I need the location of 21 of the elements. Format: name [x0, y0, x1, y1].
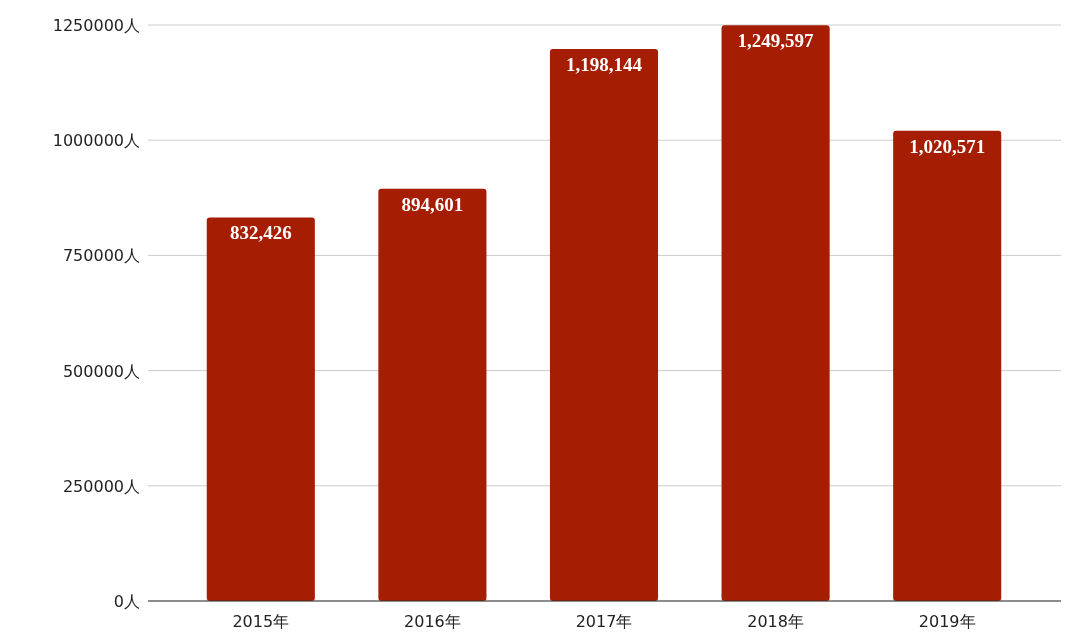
bar [721, 25, 830, 601]
data-label: 894,601 [401, 193, 464, 215]
y-tick-label: 1000000人 [52, 131, 140, 151]
x-tick-label: 2017年 [575, 612, 633, 631]
bar [378, 188, 487, 601]
bar [549, 48, 659, 601]
data-label: 1,249,597 [737, 30, 815, 52]
bar [893, 130, 1002, 601]
y-tick-label: 500000人 [62, 361, 140, 381]
x-tick-label: 2016年 [404, 612, 461, 631]
x-tick-label: 2018年 [747, 612, 804, 631]
y-tick-label: 0人 [113, 592, 140, 611]
data-label: 1,198,144 [566, 53, 643, 75]
y-tick-label: 1250000人 [52, 16, 140, 35]
data-label: 1,020,571 [909, 135, 986, 157]
bar [206, 217, 315, 601]
x-tick-label: 2015年 [232, 612, 290, 631]
x-tick-label: 2019年 [918, 612, 976, 631]
y-tick-label: 750000人 [62, 246, 140, 266]
data-label: 832,426 [229, 222, 292, 244]
y-tick-label: 250000人 [62, 476, 140, 496]
